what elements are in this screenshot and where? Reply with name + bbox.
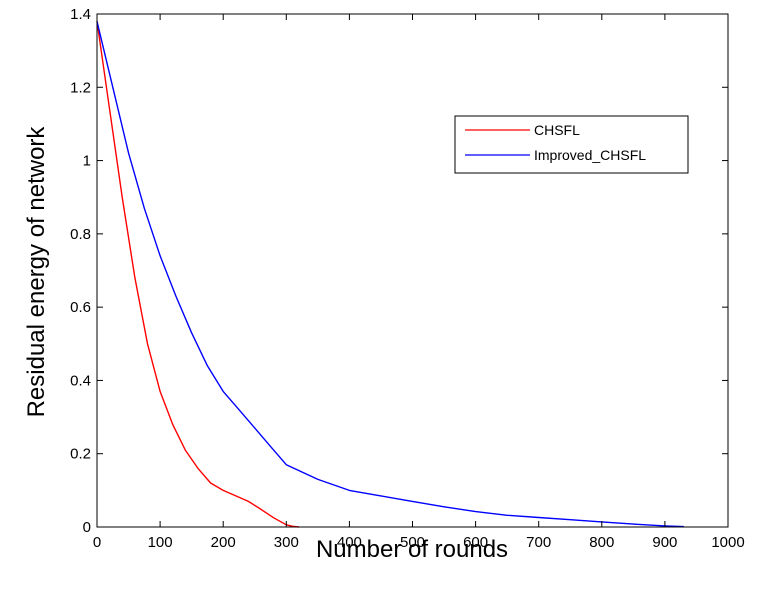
legend-box <box>454 115 689 174</box>
axis-ticks <box>96 13 729 528</box>
x-tick-label: 800 <box>589 534 614 551</box>
x-tick-label: 600 <box>463 534 488 551</box>
x-tick-label: 500 <box>400 534 425 551</box>
y-tick-label: 0.6 <box>70 299 91 316</box>
y-tick-label: 0.4 <box>70 372 91 389</box>
x-axis-label: Number of rounds <box>316 536 508 563</box>
x-tick-label: 200 <box>211 534 236 551</box>
y-tick-label: 0.8 <box>70 226 91 243</box>
series-line-chsfl <box>96 21 299 528</box>
y-tick-label: 1.2 <box>70 79 91 96</box>
series-lines <box>96 21 684 528</box>
legend: CHSFL Improved_CHSFL <box>454 115 689 174</box>
x-tick-label: 1000 <box>711 534 744 551</box>
legend-label-chsfl: CHSFL <box>534 122 580 138</box>
x-tick-label: 300 <box>274 534 299 551</box>
x-tick-label: 0 <box>93 534 101 551</box>
x-tick-label: 900 <box>652 534 677 551</box>
x-tick-label: 400 <box>337 534 362 551</box>
y-tick-label: 0 <box>83 519 91 536</box>
y-tick-label: 1 <box>83 153 91 170</box>
x-tick-label: 700 <box>526 534 551 551</box>
y-tick-label: 0.2 <box>70 446 91 463</box>
y-tick-label: 1.4 <box>70 6 91 23</box>
axis-tick-labels: 0 100 200 300 400 500 600 700 800 900 1000 0 0.2 0.4 0… <box>70 6 745 551</box>
x-tick-label: 100 <box>148 534 173 551</box>
legend-label-improved-chsfl: Improved_CHSFL <box>534 147 646 163</box>
series-line-improved-chsfl <box>96 21 684 528</box>
y-axis-label: Residual energy of network <box>23 126 50 418</box>
plot-area <box>97 14 728 527</box>
